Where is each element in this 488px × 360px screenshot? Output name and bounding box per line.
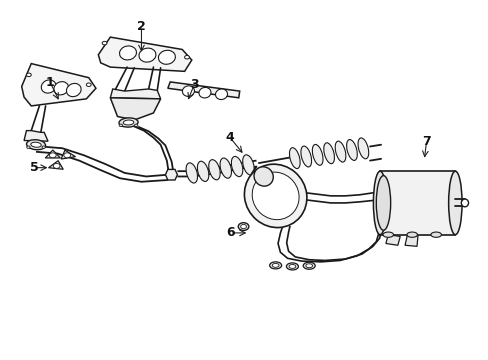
Polygon shape: [21, 64, 96, 106]
Polygon shape: [167, 82, 239, 98]
Ellipse shape: [119, 46, 136, 60]
Ellipse shape: [269, 262, 281, 269]
Ellipse shape: [199, 87, 210, 98]
Polygon shape: [165, 170, 177, 180]
Ellipse shape: [26, 73, 31, 77]
Ellipse shape: [382, 232, 393, 237]
Text: 1: 1: [46, 76, 55, 90]
Ellipse shape: [182, 86, 194, 96]
Ellipse shape: [27, 146, 30, 148]
Ellipse shape: [197, 161, 208, 181]
Ellipse shape: [26, 140, 45, 150]
Text: 5: 5: [30, 161, 39, 174]
Polygon shape: [110, 98, 160, 120]
Ellipse shape: [54, 82, 68, 95]
Ellipse shape: [376, 176, 390, 230]
Ellipse shape: [447, 171, 461, 235]
Ellipse shape: [312, 144, 323, 165]
Polygon shape: [404, 235, 417, 246]
Ellipse shape: [41, 80, 56, 93]
Polygon shape: [48, 161, 63, 169]
Ellipse shape: [373, 171, 386, 235]
Ellipse shape: [139, 48, 156, 62]
Ellipse shape: [240, 224, 246, 229]
Ellipse shape: [346, 140, 357, 161]
Ellipse shape: [334, 141, 345, 162]
Ellipse shape: [252, 172, 299, 220]
Ellipse shape: [288, 265, 295, 268]
Ellipse shape: [300, 146, 311, 167]
Ellipse shape: [289, 148, 300, 168]
Text: 4: 4: [225, 131, 234, 144]
Ellipse shape: [53, 163, 60, 168]
Ellipse shape: [208, 159, 220, 180]
Ellipse shape: [244, 164, 306, 228]
Ellipse shape: [430, 232, 441, 237]
Ellipse shape: [254, 167, 273, 186]
Ellipse shape: [305, 264, 312, 268]
Ellipse shape: [134, 124, 138, 127]
Ellipse shape: [119, 118, 138, 127]
Ellipse shape: [220, 158, 231, 178]
Ellipse shape: [64, 153, 70, 158]
Ellipse shape: [460, 199, 468, 207]
Ellipse shape: [102, 41, 107, 45]
Polygon shape: [110, 89, 160, 99]
Text: 3: 3: [189, 78, 198, 91]
Polygon shape: [45, 150, 60, 158]
Ellipse shape: [123, 120, 134, 125]
Polygon shape: [379, 171, 454, 235]
Ellipse shape: [119, 124, 122, 127]
Polygon shape: [385, 235, 399, 245]
Polygon shape: [24, 131, 48, 141]
Ellipse shape: [42, 146, 45, 148]
Ellipse shape: [406, 232, 417, 237]
Text: 6: 6: [225, 226, 234, 239]
Ellipse shape: [357, 138, 368, 159]
Ellipse shape: [66, 84, 81, 96]
Ellipse shape: [158, 50, 175, 64]
Text: 7: 7: [421, 135, 430, 148]
Ellipse shape: [86, 83, 91, 86]
Ellipse shape: [238, 223, 248, 230]
Ellipse shape: [286, 263, 298, 270]
Ellipse shape: [303, 262, 315, 269]
Polygon shape: [98, 37, 191, 71]
Ellipse shape: [323, 143, 334, 164]
Ellipse shape: [184, 55, 189, 59]
Ellipse shape: [215, 89, 227, 100]
Ellipse shape: [231, 157, 243, 177]
Text: 2: 2: [137, 20, 145, 33]
Ellipse shape: [31, 142, 41, 147]
Ellipse shape: [185, 163, 197, 183]
Ellipse shape: [49, 153, 56, 158]
Ellipse shape: [242, 155, 254, 175]
Ellipse shape: [272, 264, 279, 267]
Polygon shape: [61, 150, 75, 159]
